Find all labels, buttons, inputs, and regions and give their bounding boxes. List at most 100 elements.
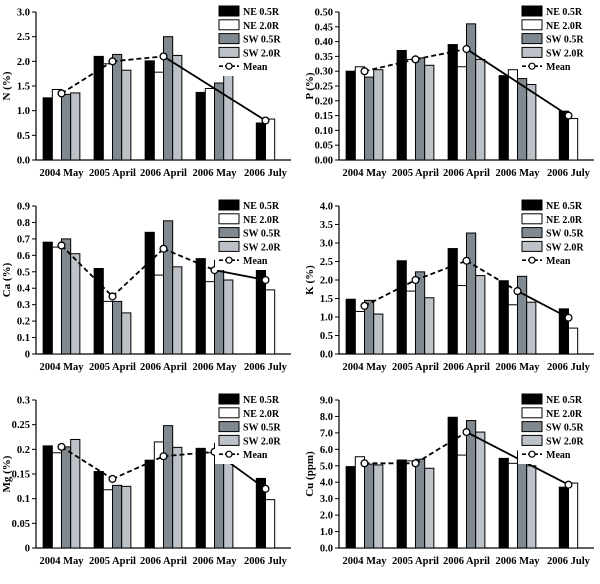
bar-ne20-4 [507, 304, 519, 355]
bar-ne20-1 [354, 310, 366, 355]
mean-line-segment [466, 48, 569, 117]
bar-ne20-3 [456, 285, 468, 355]
mean-point [57, 241, 66, 250]
bar-ne20-4 [507, 462, 519, 549]
bar-ne05-3 [447, 44, 458, 161]
y-tick-label: 3.0 [17, 8, 30, 19]
mean-point [360, 67, 369, 76]
mean-point [108, 292, 117, 301]
bar-sw05-4 [214, 259, 225, 355]
bar-ne20-1 [354, 456, 366, 549]
y-tick-label: 0.1 [17, 333, 30, 344]
y-axis-label: Mg (%) [1, 455, 13, 492]
bar-ne05-1 [345, 466, 356, 549]
bar-sw05-1 [61, 238, 72, 355]
y-tick-label: 0.3 [17, 300, 30, 311]
y-tick-label: 0.5 [320, 331, 333, 342]
mean-line-segment [214, 269, 266, 281]
bar-ne05-1 [42, 241, 53, 355]
x-tick-label: 2006 April [140, 362, 187, 373]
y-tick-label: 0.20 [315, 96, 333, 107]
y-tick-label: 0.15 [315, 111, 333, 122]
y-tick-label: 0.3 [17, 396, 30, 407]
y-tick-label: 2.5 [320, 257, 333, 268]
y-tick-label: 1.0 [320, 527, 333, 538]
legend-label: SW 2.0R [546, 242, 584, 253]
bar-ne20-2 [102, 63, 113, 161]
y-tick-label: 0.0 [17, 156, 30, 167]
x-tick-label: 2004 May [39, 168, 84, 179]
legend-swatch-sw05 [521, 227, 543, 239]
bar-ne20-2 [405, 290, 417, 355]
y-tick-label: 0.0 [320, 544, 333, 555]
bar-sw05-1 [61, 446, 72, 549]
y-tick-label: 9.0 [320, 396, 333, 407]
legend-swatch-sw20 [521, 434, 543, 446]
chart-panel-2: 0.00 0.05 0.10 0.15 0.20 0.25 0.30 0.35 0.40 0.45… [304, 4, 594, 179]
legend-label: NE 2.0R [243, 215, 280, 226]
legend-mean-marker [225, 450, 233, 458]
legend-swatch-ne20 [521, 407, 543, 419]
x-tick-label: 2006 May [495, 168, 540, 179]
bar-ne20-4 [507, 69, 519, 161]
mean-point [462, 256, 471, 265]
bar-ne20-5 [568, 327, 579, 355]
legend-label: NE 2.0R [243, 21, 280, 32]
y-tick-label: 0.5 [17, 131, 30, 142]
y-tick-label: 0.00 [315, 156, 333, 167]
legend-swatch-sw20 [218, 240, 240, 252]
bar-sw05-2 [415, 458, 426, 549]
legend-label: SW 0.5R [546, 35, 584, 46]
bar-ne05-4 [498, 457, 509, 549]
y-tick-label: 2.0 [320, 276, 333, 287]
legend-swatch-ne05 [521, 5, 543, 17]
bar-sw20-2 [121, 485, 132, 549]
y-axis-label: P (%) [304, 72, 316, 100]
legend-mean-marker [528, 450, 536, 458]
y-axis-label: K (%) [304, 265, 316, 295]
y-tick-label: 0.5 [17, 267, 30, 278]
mean-line-segment [61, 60, 113, 95]
bar-sw05-3 [466, 23, 477, 161]
x-tick-label: 2004 May [342, 362, 387, 373]
x-tick-label: 2006 July [244, 362, 288, 373]
y-tick-label: 3.0 [320, 494, 333, 505]
y-tick-label: 0.25 [315, 82, 333, 93]
legend-label: Mean [243, 256, 268, 267]
bar-sw20-3 [172, 266, 183, 355]
legend-swatch-sw05 [218, 421, 240, 433]
bar-ne05-2 [93, 471, 104, 549]
mean-line-segment [364, 279, 416, 307]
bar-sw20-4 [223, 74, 234, 161]
bar-ne20-2 [102, 300, 113, 355]
mean-line-segment [466, 259, 518, 292]
bar-sw20-4 [223, 456, 234, 549]
legend-swatch-ne20 [521, 19, 543, 31]
legend-label: SW 0.5R [546, 423, 584, 434]
mean-point [564, 313, 573, 322]
bar-sw05-2 [112, 53, 123, 161]
bar-sw20-2 [121, 312, 132, 355]
bar-ne20-5 [568, 482, 579, 549]
bar-ne05-2 [396, 260, 407, 355]
mean-line-segment [415, 259, 467, 281]
legend-swatch-sw20 [218, 434, 240, 446]
legend-swatch-sw05 [218, 227, 240, 239]
bar-sw05-4 [517, 450, 528, 549]
legend-label: NE 2.0R [243, 409, 280, 420]
bar-sw20-4 [223, 279, 234, 355]
bar-ne05-3 [144, 231, 155, 355]
y-tick-label: 0.25 [12, 420, 30, 431]
bar-ne05-1 [42, 97, 53, 161]
y-tick-label: 4.0 [320, 202, 333, 213]
legend-label: NE 0.5R [243, 201, 280, 212]
bar-ne05-4 [195, 447, 206, 549]
mean-point [108, 57, 117, 66]
bar-sw20-1 [373, 313, 384, 355]
mean-line-segment [61, 446, 113, 480]
mean-point [564, 111, 573, 120]
bar-ne20-1 [51, 88, 62, 161]
legend-label: Mean [546, 256, 571, 267]
x-tick-label: 2005 April [392, 556, 439, 567]
y-tick-label: 3.5 [320, 220, 333, 231]
